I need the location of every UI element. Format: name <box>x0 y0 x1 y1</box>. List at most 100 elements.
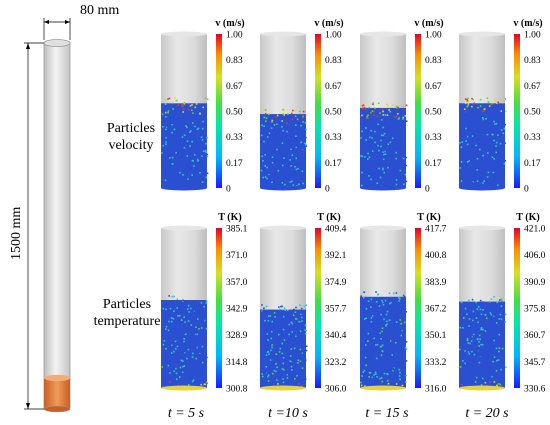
particle <box>370 112 373 114</box>
particle <box>491 133 493 136</box>
particle <box>479 144 481 146</box>
particle <box>503 127 506 130</box>
particle <box>381 380 384 383</box>
particle <box>166 161 169 164</box>
particle <box>501 306 504 308</box>
particle <box>278 176 280 178</box>
particle <box>283 109 286 111</box>
particle <box>282 328 285 331</box>
particle <box>368 161 371 164</box>
particle <box>172 136 174 139</box>
particle <box>275 319 277 322</box>
particle <box>390 161 393 164</box>
particle <box>364 156 366 158</box>
particle <box>168 97 171 100</box>
particle <box>288 127 291 130</box>
particle <box>181 105 183 107</box>
particle <box>360 166 363 169</box>
particle <box>495 102 498 104</box>
particle <box>463 108 466 110</box>
particle <box>164 99 167 101</box>
particle <box>372 180 375 183</box>
particle <box>270 349 272 352</box>
particle <box>491 365 493 368</box>
particle <box>172 317 175 320</box>
particle <box>477 107 479 109</box>
particle <box>195 166 198 169</box>
particle <box>462 360 464 362</box>
particle <box>402 118 404 120</box>
particle <box>289 342 292 345</box>
particle <box>270 367 272 369</box>
particle <box>395 321 398 323</box>
particle <box>375 318 378 321</box>
particle <box>398 375 401 377</box>
particle <box>470 326 473 328</box>
particle <box>165 143 167 145</box>
particle <box>500 318 503 321</box>
particle <box>377 144 379 147</box>
particle <box>202 150 205 152</box>
colorbar-tick-label: 350.1 <box>425 331 447 341</box>
particle <box>370 336 372 339</box>
particle <box>202 158 205 161</box>
particle <box>492 345 495 347</box>
particle <box>381 344 384 347</box>
particle <box>192 352 194 355</box>
particle <box>183 365 186 367</box>
particle <box>479 299 482 302</box>
colorbar-tick-label: 345.7 <box>524 358 546 368</box>
particle <box>161 113 164 116</box>
cylinder-bottom <box>360 185 406 191</box>
particle <box>493 314 495 316</box>
particle <box>460 161 463 163</box>
particle <box>459 326 462 329</box>
particle <box>289 344 291 346</box>
particle <box>289 360 291 362</box>
particle <box>278 339 281 342</box>
colorbar-tick-label: 385.1 <box>226 225 248 235</box>
particle <box>173 371 175 374</box>
particle <box>282 108 284 111</box>
particle <box>461 141 464 143</box>
particle <box>465 351 468 353</box>
colorbar-tick-label: 421.0 <box>524 225 546 235</box>
particle <box>202 144 205 146</box>
particle <box>460 146 463 148</box>
particle <box>201 338 203 341</box>
particle <box>279 347 281 350</box>
particle <box>479 183 481 186</box>
particle <box>502 169 504 171</box>
particle <box>290 165 292 167</box>
particle <box>171 295 174 298</box>
particle <box>161 140 163 143</box>
particle <box>489 182 491 185</box>
colorbar-title: T (K) <box>516 212 539 223</box>
particle <box>402 147 405 150</box>
particle <box>397 184 400 187</box>
particle <box>460 177 463 180</box>
particle <box>195 149 198 151</box>
particle <box>471 298 474 301</box>
particle <box>387 379 389 382</box>
cylinder-top <box>360 225 406 231</box>
particle <box>401 328 403 331</box>
particle <box>268 132 271 135</box>
particle <box>172 118 174 121</box>
particle <box>273 312 276 314</box>
particle <box>295 170 297 172</box>
particle <box>287 167 289 170</box>
particle <box>191 159 194 162</box>
particle <box>285 374 287 377</box>
particle <box>469 328 472 330</box>
particle <box>291 331 293 333</box>
particle <box>304 332 307 335</box>
particle <box>181 130 183 133</box>
particle <box>381 299 383 302</box>
particle <box>164 359 167 362</box>
particle <box>489 381 491 383</box>
particle <box>300 141 302 144</box>
particle <box>269 359 272 361</box>
particle <box>402 134 405 136</box>
particle <box>305 304 307 306</box>
